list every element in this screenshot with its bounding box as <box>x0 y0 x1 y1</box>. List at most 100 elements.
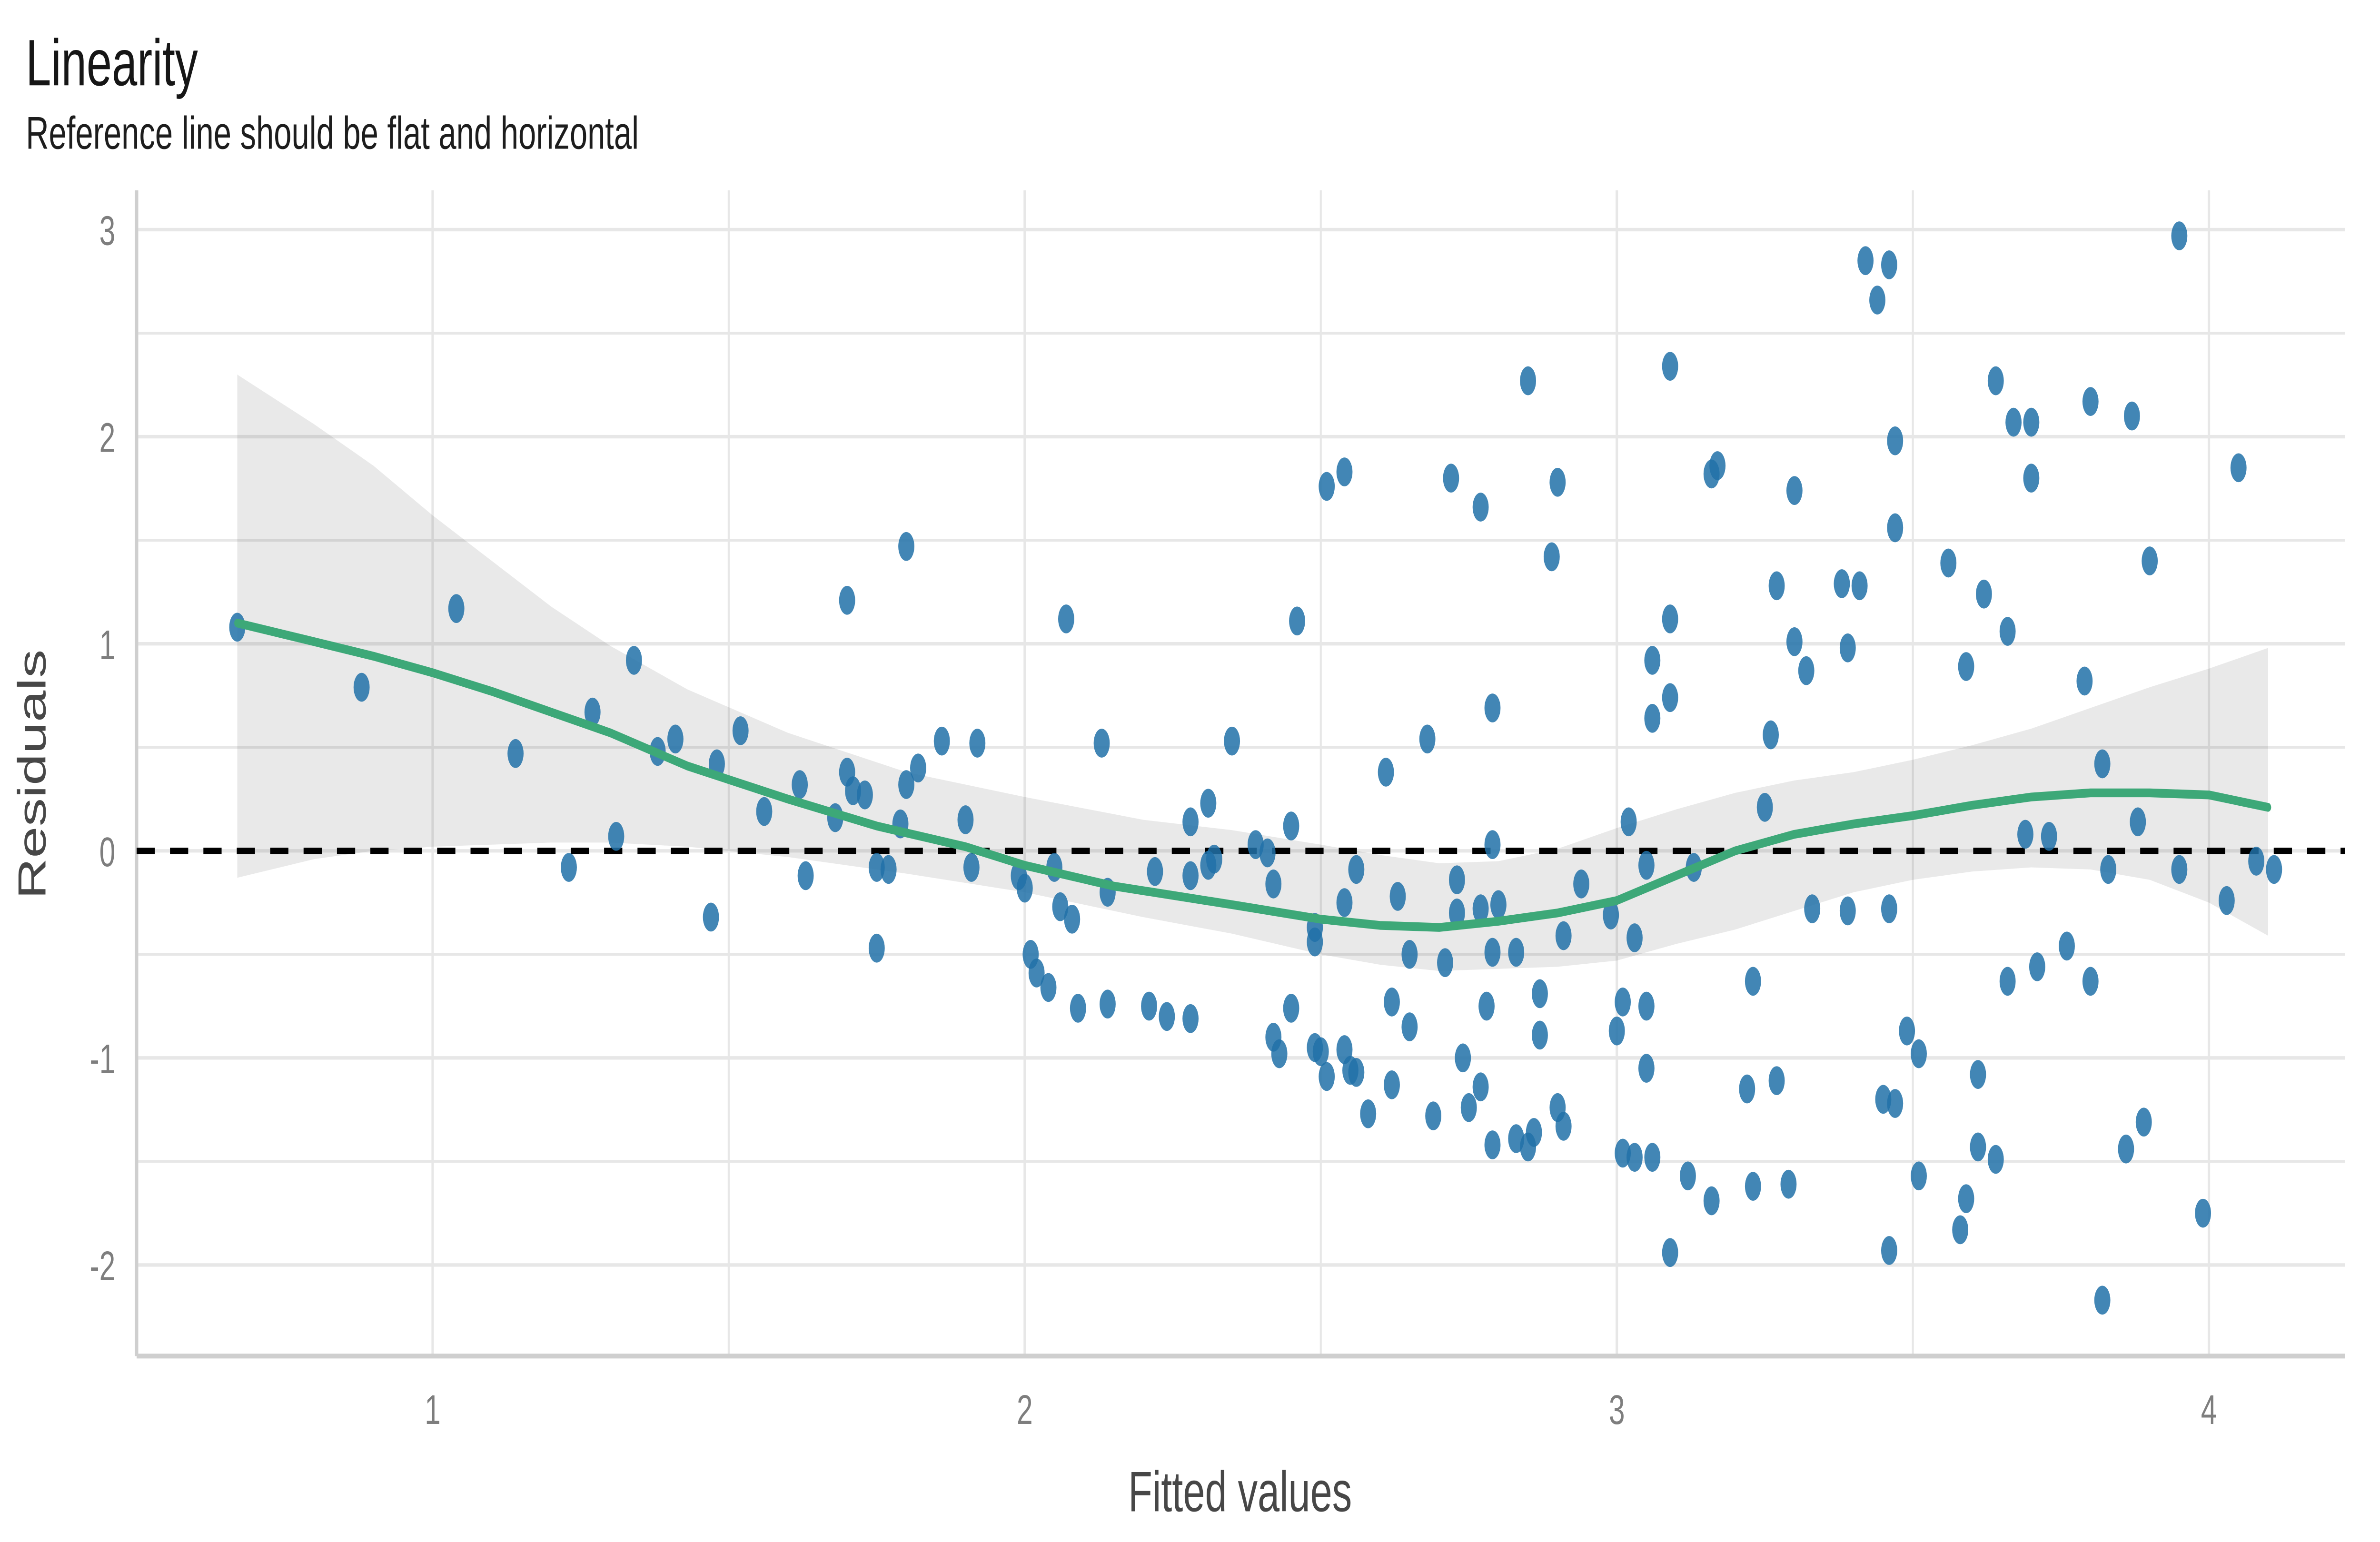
data-point <box>608 821 625 851</box>
smooth-line <box>234 618 2271 932</box>
data-point <box>969 729 986 758</box>
data-point <box>2118 1134 2134 1164</box>
data-point <box>1265 870 1282 899</box>
data-point <box>1555 1112 1572 1141</box>
data-point <box>963 853 980 882</box>
data-point <box>1881 1236 1897 1265</box>
data-point <box>1680 1161 1696 1191</box>
data-point <box>1224 726 1240 756</box>
data-point <box>1319 472 1335 501</box>
tick-labels: -2 -1 0 1 2 3 1 2 3 4 <box>89 208 2217 1433</box>
data-point <box>1662 683 1678 712</box>
data-point <box>1448 865 1465 894</box>
data-point <box>797 861 814 890</box>
smooth-line-layer <box>234 618 2271 932</box>
data-point <box>1378 758 1394 787</box>
x-axis-title: Fitted values <box>1128 1460 1352 1524</box>
x-tick-label: 1 <box>425 1386 441 1433</box>
data-point <box>957 805 974 834</box>
data-point <box>2076 666 2093 696</box>
data-point <box>1958 1184 1974 1214</box>
data-point <box>2029 952 2045 981</box>
axis-lines <box>135 190 2345 1359</box>
y-axis-title: Residuals <box>10 650 54 900</box>
data-point <box>1526 1118 1542 1147</box>
data-point <box>1839 633 1856 662</box>
data-point <box>2130 807 2146 837</box>
data-point <box>1401 1012 1418 1041</box>
scatter-points-layer <box>229 221 2282 1315</box>
data-point <box>2094 749 2111 779</box>
data-point <box>1348 1058 1365 1087</box>
data-point <box>1620 807 1637 837</box>
data-point <box>1490 890 1507 919</box>
data-point <box>1064 904 1081 934</box>
data-point <box>1307 927 1323 957</box>
data-point <box>1887 1089 1904 1118</box>
x-tick-label: 4 <box>2201 1386 2217 1433</box>
data-point <box>732 716 749 745</box>
data-point <box>1975 579 1992 609</box>
data-point <box>1360 1099 1377 1128</box>
data-point <box>1520 366 1537 395</box>
data-point <box>1040 973 1057 1002</box>
data-point <box>1756 793 1773 822</box>
data-point <box>703 902 719 932</box>
data-point <box>1159 1002 1175 1031</box>
data-point <box>1644 1143 1661 1172</box>
data-point <box>2041 821 2057 851</box>
data-point <box>868 853 885 882</box>
data-point <box>1638 991 1655 1021</box>
data-point <box>1484 1130 1501 1159</box>
y-tick-label: 1 <box>99 622 116 668</box>
data-point <box>1615 988 1631 1017</box>
data-point <box>1348 855 1365 884</box>
chart-title: Linearity <box>26 27 198 99</box>
data-point <box>1384 988 1400 1017</box>
data-point <box>1384 1070 1400 1099</box>
data-point <box>1626 923 1643 952</box>
y-tick-label: -1 <box>89 1036 115 1082</box>
data-point <box>1182 861 1199 890</box>
data-point <box>1839 896 1856 926</box>
data-point <box>507 739 524 768</box>
data-point <box>625 646 642 675</box>
data-point <box>2023 407 2040 437</box>
data-point <box>1703 1186 1720 1216</box>
data-point <box>2059 931 2075 961</box>
data-point <box>1745 967 1761 996</box>
data-point <box>2023 464 2040 493</box>
data-point <box>1532 979 1548 1008</box>
data-point <box>839 585 855 615</box>
data-point <box>2218 886 2235 915</box>
data-point <box>1484 938 1501 967</box>
data-point <box>1644 646 1661 675</box>
data-point <box>1543 542 1560 572</box>
data-point <box>1389 882 1406 911</box>
data-point <box>1768 571 1785 601</box>
data-point <box>1319 1062 1335 1091</box>
data-point <box>898 770 914 799</box>
data-point <box>1147 857 1163 886</box>
data-point <box>1182 807 1199 837</box>
data-point <box>1857 246 1874 276</box>
data-point <box>1289 606 1305 636</box>
data-point <box>2082 967 2099 996</box>
data-point <box>1739 1074 1755 1104</box>
data-point <box>1532 1020 1548 1050</box>
data-point <box>2094 1285 2111 1315</box>
data-point <box>1952 1215 1969 1245</box>
data-point <box>448 594 465 623</box>
data-point <box>1200 789 1217 818</box>
data-point <box>1206 844 1222 874</box>
data-point <box>1780 1169 1797 1199</box>
data-point <box>1798 656 1815 685</box>
data-point <box>1970 1132 1986 1162</box>
data-point <box>857 780 873 810</box>
data-point <box>1662 604 1678 633</box>
data-point <box>1555 921 1572 950</box>
data-point <box>933 726 950 756</box>
data-point <box>1448 898 1465 928</box>
data-point <box>2266 855 2282 884</box>
